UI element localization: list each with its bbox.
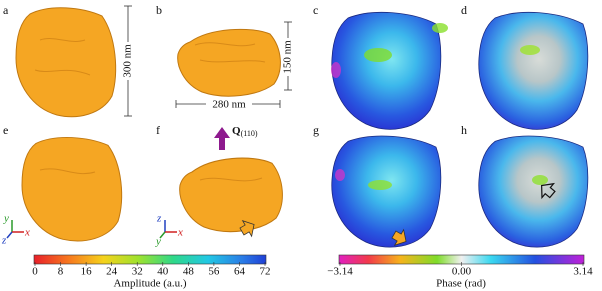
colorbar-tick-label: 40 (157, 266, 169, 278)
colorbar-tick-label: 0 (32, 266, 38, 278)
panel-label: f (156, 123, 160, 137)
q-label: Q(110) (232, 125, 258, 138)
axis-label: y (3, 213, 9, 225)
pointer-arrow (391, 228, 407, 247)
colorbar-label: Phase (rad) (436, 278, 486, 290)
amplitude-isosurface (15, 7, 117, 118)
colorbar-tick-label: 0.00 (452, 266, 472, 278)
panel-label: h (461, 123, 467, 137)
colorbar-tick-label: 64 (234, 266, 246, 278)
colorbar-tick-label: 56 (208, 266, 220, 278)
panel-label: d (461, 3, 467, 17)
phase-isosurface (478, 11, 589, 130)
scale-label: 280 nm (212, 99, 246, 111)
label-bg (282, 38, 294, 76)
phase-spots (331, 23, 548, 190)
colorbar-tick-label: 72 (260, 266, 271, 278)
label-bg (206, 98, 252, 110)
panel-label: e (3, 123, 8, 137)
amplitude-isosurface (179, 157, 283, 233)
surface-texture (34, 38, 266, 182)
colorbar-tick-label: 24 (106, 266, 118, 278)
panel-label: a (3, 3, 9, 17)
scale-label: 300 nm (122, 44, 134, 78)
panel-label: b (156, 3, 162, 17)
scale-label: 150 nm (282, 40, 294, 74)
pointer-arrow (541, 182, 556, 200)
amplitude-isosurface (21, 136, 123, 242)
axis-label: z (156, 213, 162, 225)
colorbar-tick-label: 48 (183, 266, 195, 278)
colorbar-tick-label: 3.14 (573, 266, 593, 278)
phase-isosurface (478, 135, 589, 248)
axis-label: z (1, 235, 7, 247)
axis-label: x (177, 227, 183, 239)
phase-isosurface (331, 135, 442, 248)
label-bg (122, 42, 134, 80)
panel-label: c (313, 3, 318, 17)
axis-label: x (24, 227, 30, 239)
panel-label: g (313, 123, 319, 137)
colorbar-tick-label: 32 (132, 266, 143, 278)
pointer-arrow (239, 219, 255, 238)
q-arrow (214, 127, 230, 150)
axis-triad (6, 220, 177, 239)
colorbar-tick-label: 16 (81, 266, 93, 278)
amplitude-isosurface (177, 28, 281, 97)
axis-label: y (155, 236, 161, 248)
colorbar-label: Amplitude (a.u.) (113, 278, 186, 290)
colorbar-tick-label: −3.14 (327, 266, 353, 278)
colorbar-tick-label: 8 (58, 266, 64, 278)
amplitude-colorbar (33, 254, 267, 265)
phase-isosurface (331, 11, 442, 130)
